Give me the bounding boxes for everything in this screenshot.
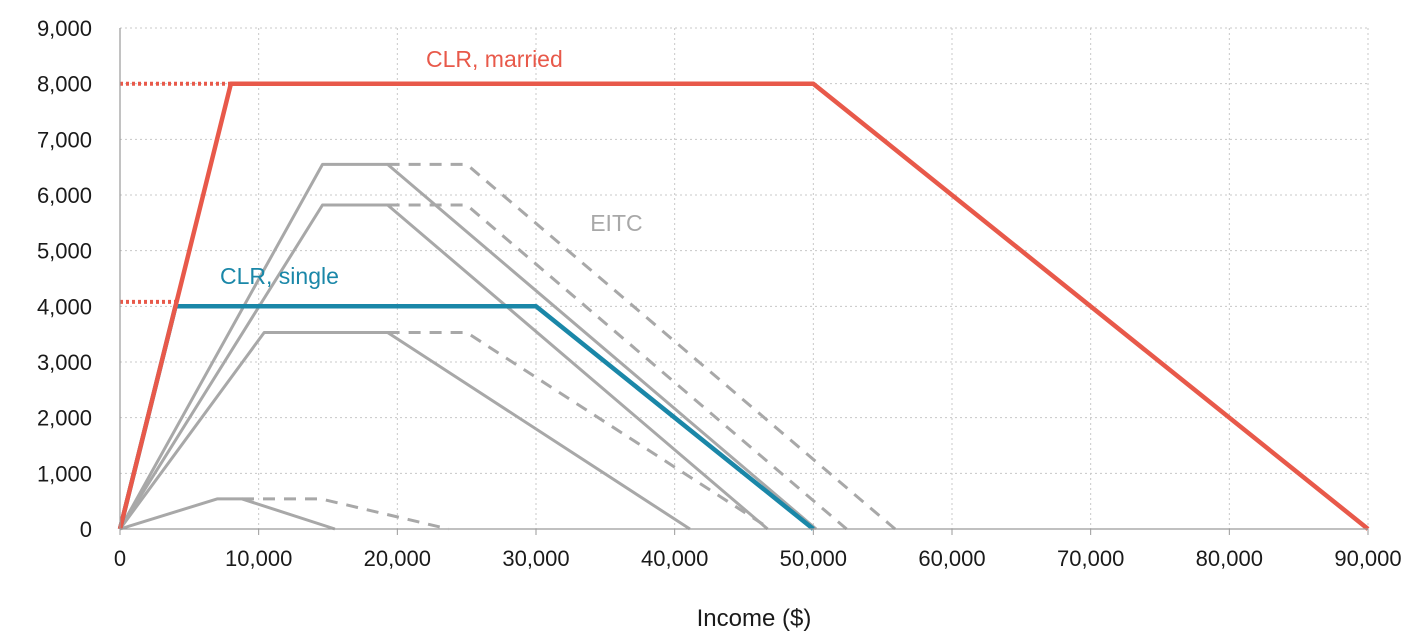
x-tick-label: 80,000: [1196, 546, 1263, 571]
y-tick-label: 4,000: [37, 294, 92, 319]
y-tick-label: 8,000: [37, 72, 92, 97]
series-annotation-label: CLR, single: [220, 263, 339, 289]
y-tick-label: 3,000: [37, 350, 92, 375]
y-tick-label: 2,000: [37, 406, 92, 431]
y-tick-label: 9,000: [37, 16, 92, 41]
x-tick-label: 20,000: [364, 546, 431, 571]
y-tick-label: 6,000: [37, 183, 92, 208]
y-tick-label: 0: [80, 517, 92, 542]
y-tick-label: 5,000: [37, 239, 92, 264]
axes: 0 1,000 2,000 3,000 4,000 5,000 6,000 7,000 8,00…: [37, 16, 1402, 571]
x-tick-label: 50,000: [780, 546, 847, 571]
x-tick-label: 0: [114, 546, 126, 571]
x-tick-label: 90,000: [1334, 546, 1401, 571]
annotations: CLR, married CLR, single EITC: [220, 46, 643, 289]
eitc-solid-line: [119, 497, 336, 531]
eitc-solid-line: [118, 331, 691, 531]
x-tick-label: 70,000: [1057, 546, 1124, 571]
eitc-solid-line: [118, 203, 769, 531]
x-axis-title: Income ($): [697, 605, 812, 632]
eitc-solid-line: [118, 162, 818, 531]
eitc-dashed-line: [387, 331, 772, 531]
eitc-dashed-line: [387, 162, 897, 531]
x-tick-label: 30,000: [502, 546, 569, 571]
eitc-dashed-line: [242, 497, 449, 531]
series-lines: [117, 81, 1370, 531]
y-tick-label: 7,000: [37, 127, 92, 152]
married-solid-line: [117, 81, 1370, 531]
x-tick-label: 60,000: [918, 546, 985, 571]
eitc-dashed-line: [387, 203, 848, 531]
y-tick-label: 1,000: [37, 461, 92, 486]
series-annotation-label: CLR, married: [426, 46, 563, 72]
x-tick-label: 40,000: [641, 546, 708, 571]
x-tick-label: 10,000: [225, 546, 292, 571]
series-annotation-label: EITC: [590, 210, 642, 236]
